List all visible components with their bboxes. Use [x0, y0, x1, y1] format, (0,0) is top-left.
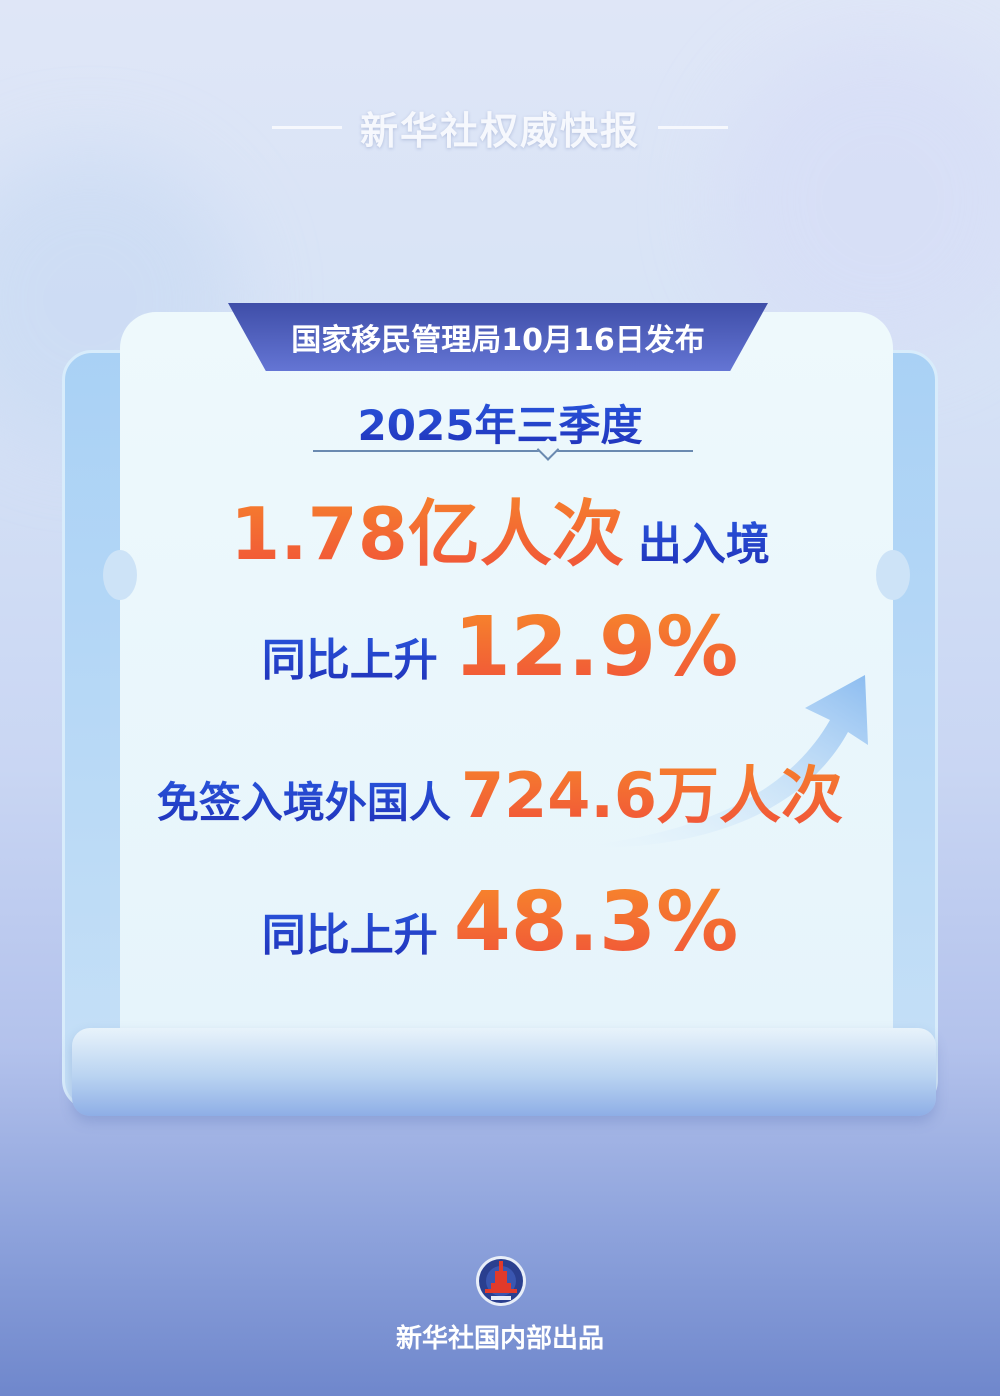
source-tab-label: 国家移民管理局10月16日发布 — [291, 323, 705, 358]
stat1-change-row: 同比上升 12.9% — [0, 600, 1000, 695]
stat1-change-label: 同比上升 — [262, 624, 438, 688]
footer-credit: 新华社国内部出品 — [395, 1324, 604, 1354]
period-row: 2025年三季度 — [0, 392, 1000, 453]
stat2-change-row: 同比上升 48.3% — [0, 875, 1000, 970]
divider — [271, 126, 342, 129]
stat2-value: 724.6万人次 — [461, 745, 843, 835]
card-notch-left — [103, 550, 137, 600]
card-notch-right — [876, 550, 910, 600]
stat2-change-value: 48.3% — [453, 875, 739, 970]
stat2-change-label: 同比上升 — [262, 899, 438, 963]
stat2-label: 免签入境外国人 — [157, 769, 451, 830]
divider — [658, 126, 728, 129]
header: 新华社权威快报 — [0, 100, 1000, 155]
stat1-label: 出入境 — [638, 508, 770, 572]
period-underline — [313, 450, 693, 452]
card-scroll-roll — [72, 1028, 936, 1116]
period-label: 2025年三季度 — [358, 392, 643, 453]
stat2-row: 免签入境外国人 724.6万人次 — [0, 745, 1000, 835]
bg-glow — [720, 40, 1000, 360]
source-tab: 国家移民管理局10月16日发布 — [228, 303, 768, 371]
stat1-row: 1.78亿人次 出入境 — [0, 475, 1000, 580]
rising-arrow-icon — [590, 675, 868, 848]
card-front-panel — [120, 312, 893, 1037]
xinhua-logo — [476, 1256, 526, 1306]
stat1-value: 1.78亿人次 — [230, 475, 624, 580]
header-title: 新华社权威快报 — [359, 109, 640, 153]
stat1-change-value: 12.9% — [453, 600, 739, 695]
